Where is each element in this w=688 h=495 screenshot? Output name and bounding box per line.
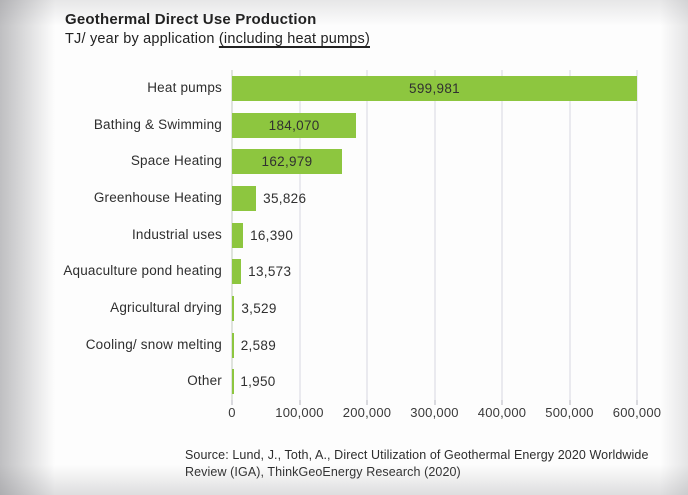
category-label: Heat pumps <box>147 80 222 95</box>
tick-mark <box>433 400 436 405</box>
source-line-2: Review (IGA), ThinkGeoEnergy Research (2… <box>185 464 461 479</box>
bar-chart-plot-area: 599,981 184,070 162,979 35,826 16,390 13,573 3… <box>231 70 638 405</box>
bar-value-label: 184,070 <box>268 117 320 133</box>
gridline <box>366 70 368 400</box>
category-label: Agricultural drying <box>110 300 222 315</box>
category-label: Bathing & Swimming <box>93 116 222 132</box>
gridline <box>501 70 503 400</box>
bar-value-label: 162,979 <box>261 154 313 170</box>
gridline <box>433 70 436 400</box>
value-axis: 0 100,000 200,000 300,000 400,000 500,000 600,… <box>0 405 688 421</box>
tick-mark <box>298 400 301 405</box>
source-line-1: Source: Lund, J., Toth, A., Direct Utili… <box>185 448 649 462</box>
x-tick-label: 300,000 <box>410 405 459 420</box>
category-label: Industrial uses <box>131 226 222 242</box>
category-label: Other <box>187 373 222 389</box>
bar <box>232 75 637 101</box>
category-label: Cooling/ snow melting <box>85 336 222 352</box>
tick-mark <box>366 400 368 405</box>
x-tick-label: 400,000 <box>477 405 527 420</box>
bar <box>232 369 234 395</box>
bar <box>232 332 234 358</box>
chart-subtitle-text: TJ/ year by application <box>65 31 219 47</box>
bar-value-label: 2,589 <box>240 337 277 353</box>
gridline <box>298 70 301 400</box>
tick-mark <box>231 400 233 405</box>
x-tick-label: 600,000 <box>612 405 662 420</box>
bar-value-label: 1,950 <box>240 374 276 390</box>
bar <box>232 222 244 248</box>
x-tick-label: 100,000 <box>275 405 324 420</box>
category-label: Aquaculture pond heating <box>63 263 222 279</box>
x-tick-label: 500,000 <box>545 405 594 420</box>
bar-value-label: 16,390 <box>250 227 294 243</box>
gridline <box>636 70 638 400</box>
category-axis: Heat pumps Bathing & Swimming Space Heatin… <box>0 70 222 400</box>
gridline <box>568 70 571 400</box>
bar <box>232 112 357 138</box>
chart-subtitle: TJ/ year by application (including heat … <box>65 31 370 47</box>
category-label: Greenhouse Heating <box>93 190 222 205</box>
bar <box>232 149 342 175</box>
source-citation: Source: Lund, J., Toth, A., Direct Utili… <box>185 447 649 480</box>
tick-mark <box>636 400 638 405</box>
bar-value-label: 35,826 <box>263 190 307 206</box>
chart-title: Geothermal Direct Use Production <box>65 11 317 28</box>
x-tick-label: 200,000 <box>342 405 392 420</box>
bar-value-label: 3,529 <box>241 300 277 316</box>
chart-subtitle-underlined: (including heat pumps) <box>218 31 370 47</box>
bar <box>232 185 257 211</box>
tick-mark <box>568 400 571 405</box>
tick-mark <box>501 400 503 405</box>
bar <box>232 295 235 321</box>
bar-value-label: 599,981 <box>409 80 460 96</box>
bar <box>232 259 242 285</box>
x-tick-label: 0 <box>228 405 236 420</box>
bar-value-label: 13,573 <box>248 264 292 280</box>
category-label: Space Heating <box>130 153 222 169</box>
